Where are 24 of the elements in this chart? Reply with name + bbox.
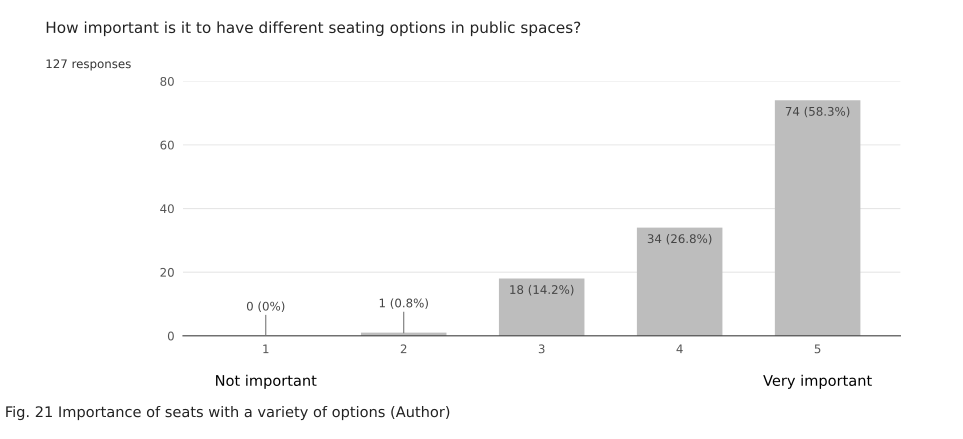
y-tick-label: 40 — [160, 204, 174, 214]
chart-title: How important is it to have different seating options in public spaces? — [46, 21, 580, 36]
x-tick-label: 4 — [676, 344, 683, 354]
bar — [360, 332, 446, 336]
y-tick-label: 0 — [168, 332, 174, 340]
x-tick-label: 3 — [538, 344, 544, 354]
x-tick-label: 2 — [400, 344, 406, 354]
bar — [774, 100, 860, 336]
y-tick-label: 80 — [160, 76, 174, 86]
chart-subtitle: 127 responses — [46, 59, 131, 70]
data-label: 34 (26.8%) — [648, 234, 712, 245]
data-label: 74 (58.3%) — [786, 106, 850, 118]
text: Very important — [763, 374, 872, 389]
y-tick-label: 20 — [160, 268, 174, 277]
text: Not important — [216, 374, 317, 389]
data-label: 1 (0.8%) — [380, 298, 428, 309]
bar — [498, 278, 584, 336]
data-label: 18 (14.2%) — [510, 284, 574, 296]
y-tick-label: 60 — [160, 140, 174, 150]
x-tick-label: 1 — [263, 344, 268, 354]
bar — [636, 228, 722, 336]
data-label: 0 (0%) — [246, 302, 284, 312]
x-tick-label: 5 — [814, 344, 820, 354]
caption: Fig. 21 Importance of seats with a variety of options (Author) — [6, 406, 450, 420]
